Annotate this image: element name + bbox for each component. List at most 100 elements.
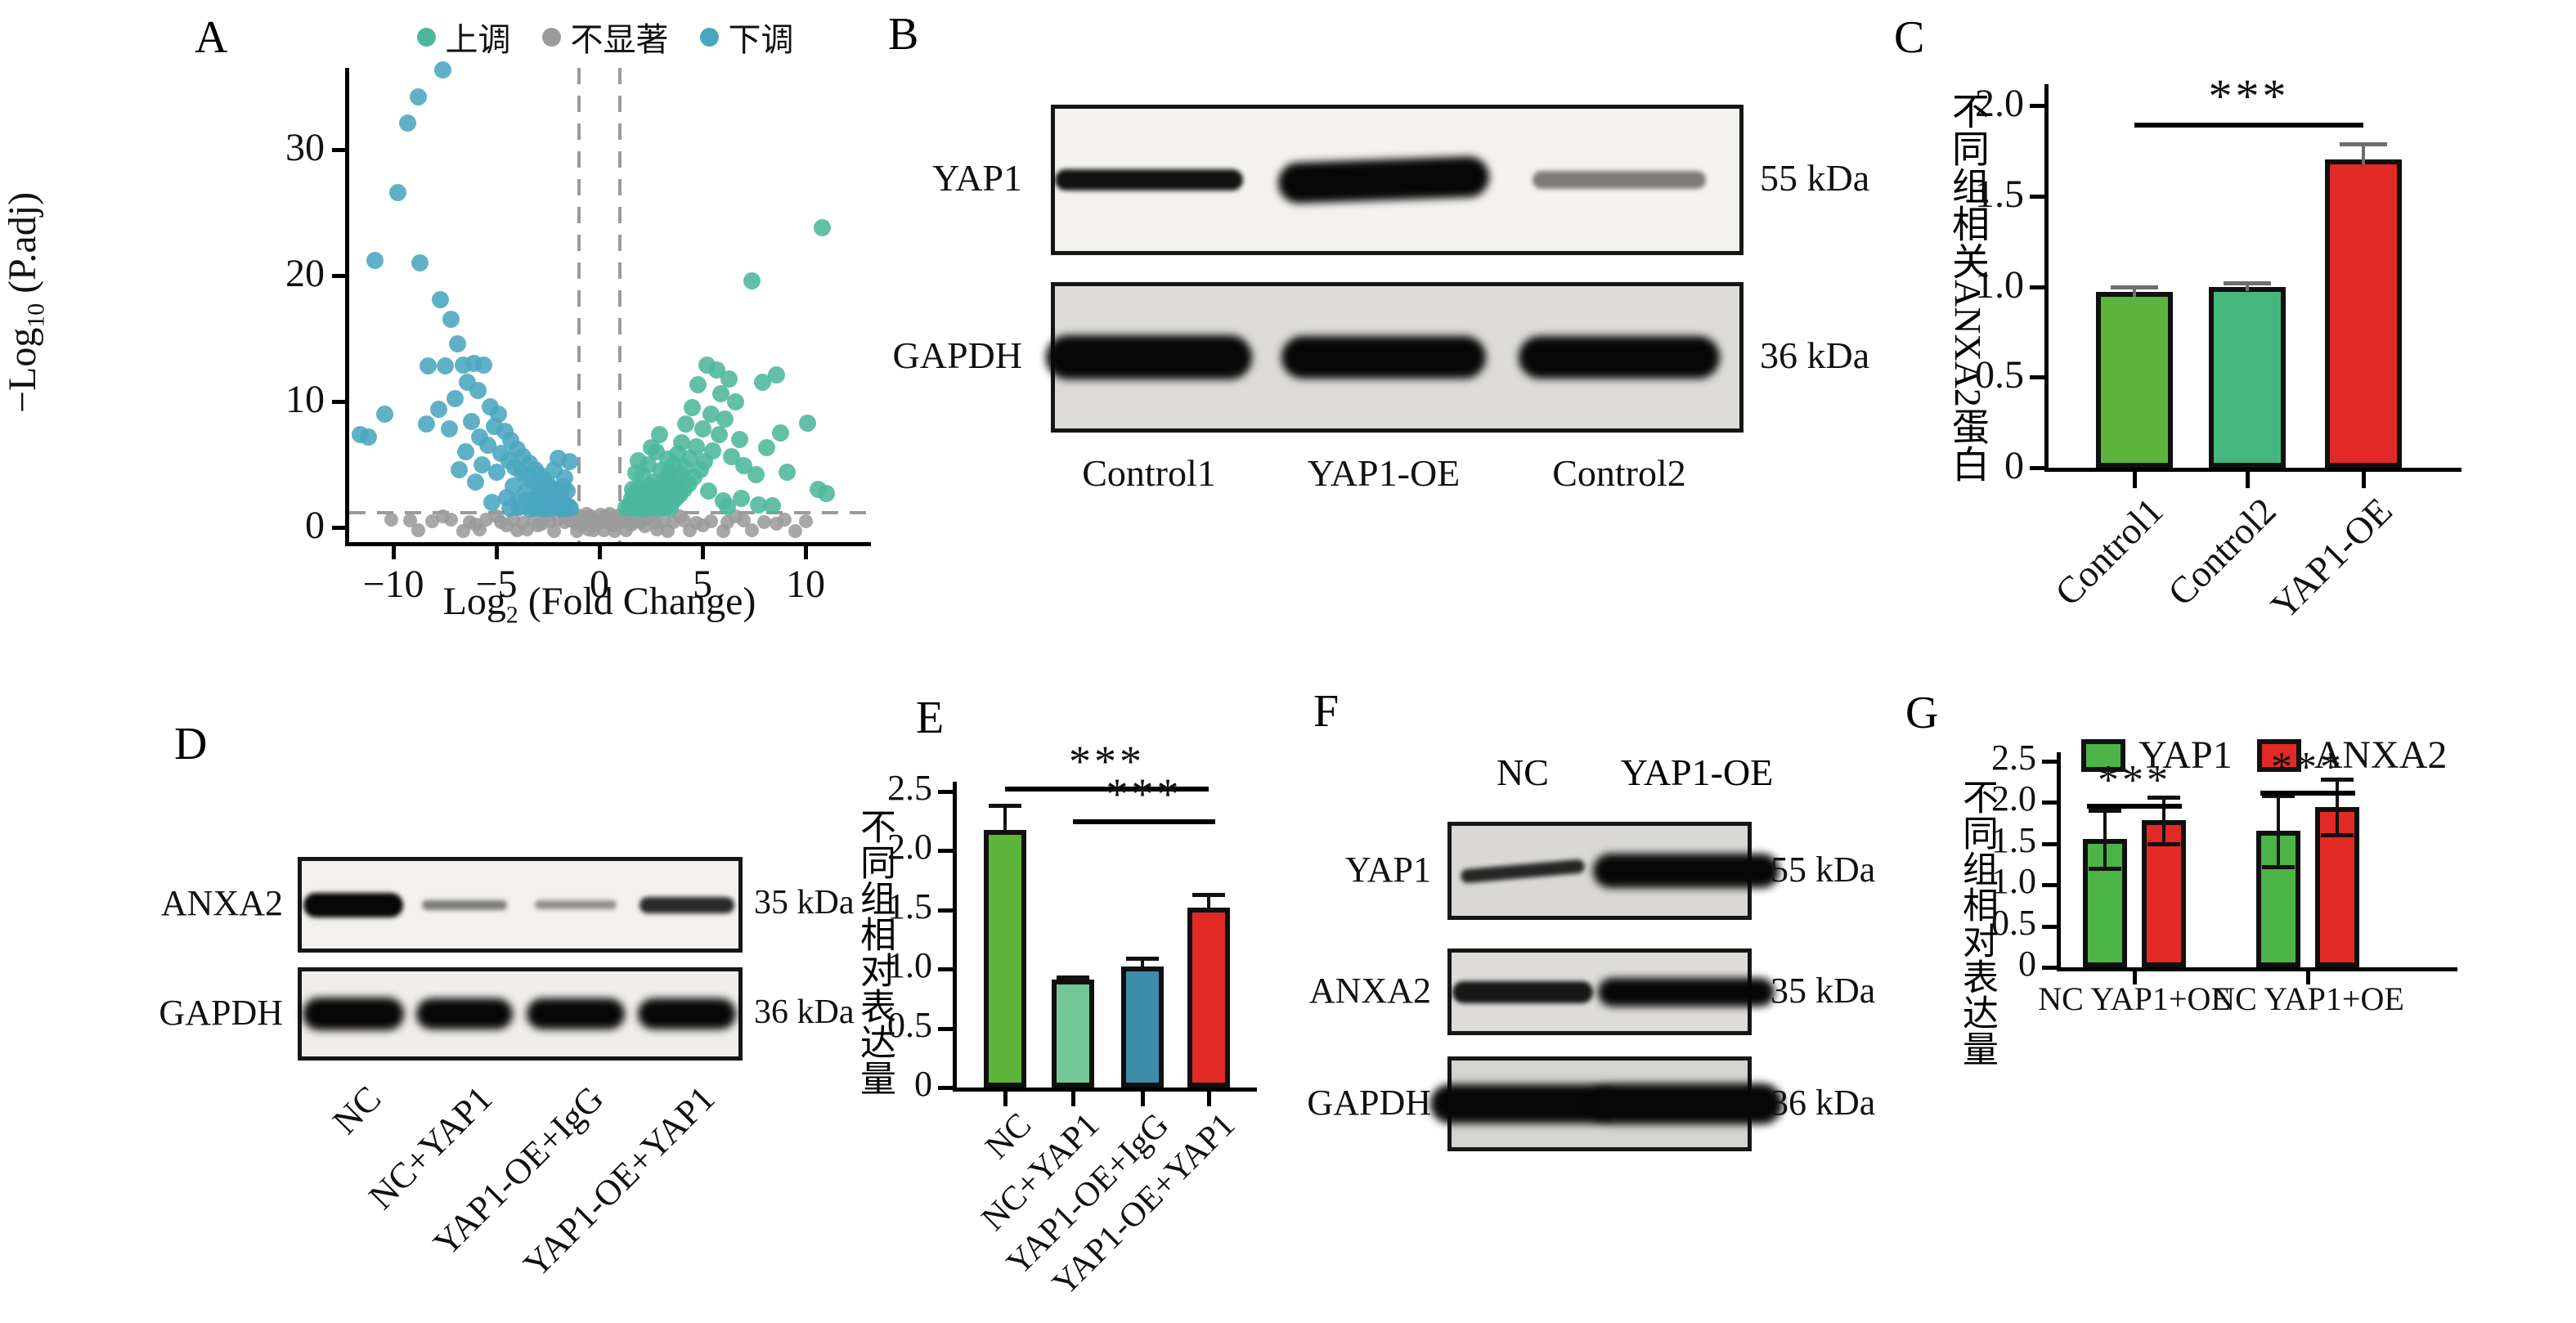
panel-e-y-tick <box>938 967 953 971</box>
panel-e-y-tick-label: 1.0 <box>887 945 932 985</box>
panel-c-x-axis-line <box>2044 468 2462 472</box>
panel-e-y-tick-label: 2.0 <box>887 827 932 867</box>
scatter-point <box>433 61 451 79</box>
panel-d-blot-band <box>638 998 736 1029</box>
panel-e-y-tick-label: 0 <box>914 1064 932 1104</box>
scatter-point <box>650 425 668 443</box>
volcano-y-tick <box>332 274 345 278</box>
panel-f-kda-label: 35 kDa <box>1770 970 1876 1011</box>
panel-g-error-cap <box>2262 864 2295 869</box>
legend-label-yap1: YAP1 <box>2138 733 2233 777</box>
panel-e-x-tick <box>1141 1092 1145 1106</box>
panel-b-lane-label: Control1 <box>1082 452 1216 494</box>
scatter-point <box>608 524 622 539</box>
panel-g-sig-stars: *** <box>2271 744 2345 792</box>
panel-f-protein-label: YAP1 <box>1344 849 1431 890</box>
panel-e-error-cap <box>1057 975 1089 980</box>
scatter-point <box>733 490 751 508</box>
panel-e-x-tick <box>1003 1092 1008 1106</box>
panel-e-y-tick <box>938 1026 953 1031</box>
panel-g-x-axis-line <box>2057 967 2457 971</box>
legend-dot-icon <box>541 27 561 47</box>
scatter-point <box>467 473 485 491</box>
scatter-point <box>432 290 450 308</box>
panel-f-lane-header-yap1oe: YAP1-OE <box>1620 751 1774 793</box>
panel-b-blot-band <box>1533 171 1706 189</box>
y-axis-label-text2: (P.adj) <box>1 191 44 303</box>
volcano-x-tick <box>804 546 808 559</box>
panel-f-lane-header-nc: NC <box>1497 751 1549 793</box>
panel-b-label: B <box>888 9 919 60</box>
legend-item: 下调 <box>699 13 794 61</box>
panel-c-y-tick-label: 1.0 <box>1975 262 2024 307</box>
panel-b-lane-label: Control2 <box>1552 452 1686 494</box>
panel-b-blot-band <box>1046 335 1252 379</box>
panel-d-blot-band <box>527 998 625 1029</box>
panel-c-error-cap <box>2224 281 2271 286</box>
panel-g-error-bar <box>2277 795 2280 867</box>
panel-b-blot-band <box>1519 336 1720 379</box>
volcano-x-tick-label: 5 <box>693 563 712 606</box>
scatter-point <box>360 428 378 446</box>
scatter-point <box>712 385 730 403</box>
volcano-y-tick <box>332 148 345 152</box>
panel-c-x-tick <box>2133 472 2137 488</box>
scatter-point <box>417 415 435 433</box>
scatter-point <box>463 413 481 431</box>
panel-e-y-tick-label: 2.5 <box>887 767 932 808</box>
scatter-point <box>634 490 652 508</box>
x-axis-label-text: Log <box>442 580 506 623</box>
scatter-point <box>744 522 759 537</box>
panel-g-sig-line <box>2087 804 2182 809</box>
panel-g-y-tick <box>2042 759 2057 764</box>
volcano-x-tick <box>392 546 396 559</box>
scatter-point <box>619 522 634 537</box>
panel-d-blot-band <box>422 899 507 910</box>
panel-e-sig-stars: *** <box>1106 769 1183 818</box>
panel-g-y-tick-label: 1.5 <box>1991 819 2036 860</box>
panel-e-error-cap <box>1192 892 1225 897</box>
volcano-x-tick <box>495 546 499 559</box>
panel-e-y-tick-label: 0.5 <box>887 1004 932 1045</box>
panel-e-y-axis-line <box>953 782 957 1092</box>
scatter-point <box>384 512 398 527</box>
scatter-point <box>770 516 784 531</box>
volcano-y-tick-label: 0 <box>305 504 325 547</box>
volcano-x-tick-label: 0 <box>590 563 609 606</box>
panel-c-y-tick <box>2030 285 2044 289</box>
scatter-point <box>693 420 711 438</box>
legend-swatch-anxa2 <box>2256 738 2301 772</box>
scatter-point <box>483 493 501 511</box>
panel-c-x-tick <box>2246 472 2250 488</box>
scatter-point <box>798 514 813 528</box>
scatter-point <box>650 522 665 537</box>
scatter-point <box>469 381 487 399</box>
panel-e-y-axis-label: 不同组相对表达量 <box>855 808 895 1096</box>
panel-c-y-tick-label: 0.5 <box>1975 353 2024 397</box>
volcano-legend: 上调 不显著 下调 <box>327 13 883 61</box>
panel-f-blot-band <box>1593 854 1779 888</box>
scatter-point <box>743 271 761 289</box>
volcano-y-tick <box>332 526 345 530</box>
scatter-point <box>710 425 728 443</box>
panel-e-y-tick <box>938 1086 953 1090</box>
panel-e-error-cap <box>1126 956 1159 961</box>
volcano-x-tick-label: −10 <box>362 563 424 606</box>
panel-g-error-cap <box>2089 866 2121 871</box>
volcano-threshold-vline <box>618 68 622 542</box>
panel-g-label: G <box>1905 688 1939 738</box>
panel-e-error-cap <box>989 803 1021 808</box>
scatter-point <box>420 357 438 375</box>
panel-c-label: C <box>1894 12 1925 63</box>
panel-c-y-tick <box>2030 375 2044 380</box>
panel-g-y-tick-label: 1.0 <box>1991 861 2036 901</box>
panel-c-y-tick <box>2030 194 2044 199</box>
panel-d-kda-label: 35 kDa <box>754 884 855 922</box>
scatter-point <box>489 509 504 523</box>
scatter-point <box>475 356 493 374</box>
panel-c-sig-line <box>2134 123 2363 128</box>
volcano-y-tick <box>332 400 345 404</box>
panel-b-kda-label: 36 kDa <box>1760 334 1870 377</box>
panel-f-blot-band <box>1590 1083 1783 1124</box>
